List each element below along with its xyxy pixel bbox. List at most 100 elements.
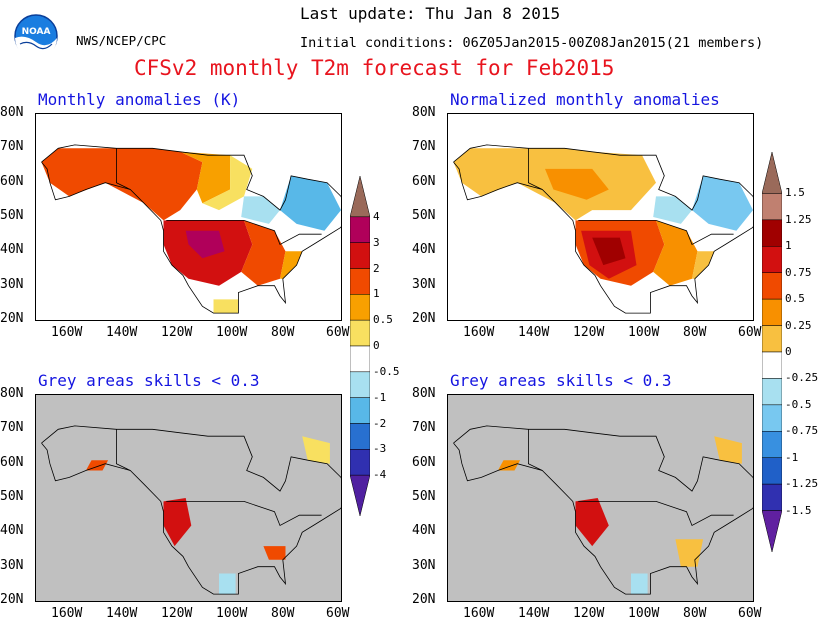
anomaly-region <box>85 460 109 471</box>
colorbar-swatch <box>762 431 782 458</box>
colorbar-swatch <box>350 449 370 476</box>
y-tick-label: 60N <box>412 454 436 470</box>
colorbar-svg <box>350 176 370 516</box>
colorbar-swatch <box>350 397 370 424</box>
colorbar-swatch <box>762 457 782 485</box>
y-tick-label: 80N <box>412 105 436 120</box>
anomaly-region <box>675 539 704 567</box>
border-line <box>528 429 543 471</box>
map-skill-masked-1 <box>35 394 342 602</box>
colorbar-label: -4 <box>373 468 387 482</box>
y-tick-label: 20N <box>0 592 24 607</box>
y-tick-label: 30N <box>0 557 24 573</box>
colorbar-label: -1.5 <box>785 503 812 517</box>
colorbar-label: -1 <box>785 450 799 464</box>
initial-conditions: Initial conditions: 06Z05Jan2015-00Z08Ja… <box>300 35 764 51</box>
border-line <box>166 220 322 246</box>
y-tick-label: 50N <box>0 489 24 504</box>
x-tick-label: 80W <box>683 606 707 621</box>
border-line <box>578 220 734 246</box>
x-tick-label: 140W <box>518 325 550 340</box>
anomaly-region <box>241 196 280 224</box>
x-tick-label: 100W <box>216 606 248 621</box>
anomaly-region <box>692 251 715 279</box>
anomaly-region <box>180 151 231 204</box>
colorbar-label: 4 <box>373 209 380 223</box>
anomaly-region <box>692 175 753 231</box>
y-tick-label: 20N <box>412 311 436 326</box>
colorbar-label: 0.25 <box>785 318 812 332</box>
y-tick-label: 50N <box>412 208 436 223</box>
x-tick-label: 160W <box>463 606 495 621</box>
colorbar-anomalies: 4 3 2 1 0.5 0 -0.5 -1 -2 -3 -4 <box>350 176 400 516</box>
colorbar-swatch <box>350 268 370 295</box>
colorbar-swatch <box>350 345 370 373</box>
anomaly-region <box>545 168 609 200</box>
map-canvas <box>36 395 341 601</box>
anomaly-region <box>497 460 521 471</box>
colorbar-label: 0 <box>373 339 380 352</box>
panel-title-1: Monthly anomalies (K) <box>38 90 241 109</box>
x-tick-label: 160W <box>51 606 83 621</box>
anomaly-region <box>592 237 626 266</box>
y-tick-label: 40N <box>0 523 24 539</box>
border-line <box>116 148 131 190</box>
anomaly-region <box>631 573 648 595</box>
border-line <box>528 148 543 190</box>
border-line <box>578 501 734 527</box>
anomaly-region <box>185 230 225 259</box>
x-tick-label: 120W <box>573 325 605 340</box>
colorbar-label: 0.5 <box>373 313 393 327</box>
y-tick-label: 70N <box>412 420 436 436</box>
coastline <box>41 144 341 314</box>
anomaly-region <box>241 220 286 286</box>
map-monthly-anomalies <box>35 113 342 321</box>
colorbar-label: 1.25 <box>785 212 812 226</box>
panel-title-2: Normalized monthly anomalies <box>450 90 720 109</box>
x-tick-label: 160W <box>463 325 495 340</box>
x-tick-label: 160W <box>51 325 83 340</box>
colorbar-label: 2 <box>373 261 380 275</box>
colorbar-swatch <box>350 294 370 321</box>
colorbar-label: -3 <box>373 442 387 456</box>
y-tick-label: 60N <box>412 173 436 189</box>
colorbar-swatch <box>350 474 370 516</box>
coastline <box>453 425 753 595</box>
x-tick-label: 80W <box>683 325 707 340</box>
colorbar-swatch <box>350 371 370 398</box>
colorbar-swatch <box>350 216 370 243</box>
x-tick-label: 120W <box>161 606 193 621</box>
x-tick-label: 100W <box>628 325 660 340</box>
colorbar-swatch <box>762 298 782 326</box>
y-tick-label: 60N <box>0 454 24 470</box>
anomaly-region <box>653 220 698 286</box>
y-tick-label: 20N <box>412 592 436 607</box>
colorbar-label: 0.75 <box>785 265 812 279</box>
x-tick-label: 80W <box>271 325 295 340</box>
colorbar-label: 3 <box>373 235 380 249</box>
colorbar-label: 1 <box>785 239 792 253</box>
x-tick-label: 100W <box>628 606 660 621</box>
last-update: Last update: Thu Jan 8 2015 <box>300 4 561 23</box>
y-tick-label: 50N <box>412 489 436 504</box>
coastline <box>41 425 341 595</box>
colorbar-swatch <box>350 176 370 218</box>
colorbar-label: -2 <box>373 416 387 430</box>
colorbar-swatch <box>762 193 782 221</box>
y-tick-label: 20N <box>0 311 24 326</box>
x-tick-label: 80W <box>271 606 295 621</box>
y-tick-label: 70N <box>412 139 436 155</box>
anomaly-region <box>263 546 286 560</box>
coastline <box>453 144 753 314</box>
x-tick-label: 60W <box>326 606 350 621</box>
map-skill-masked-2 <box>447 394 754 602</box>
map-canvas <box>448 114 753 320</box>
y-tick-label: 40N <box>412 523 436 539</box>
colorbar-label: -1.25 <box>785 477 819 491</box>
x-tick-label: 100W <box>216 325 248 340</box>
anomaly-region <box>213 299 239 314</box>
x-tick-label: 120W <box>161 325 193 340</box>
colorbar-swatch <box>762 510 782 552</box>
anomaly-region <box>575 498 609 547</box>
colorbar-normalized: 1.5 1.25 1 0.75 0.5 0.25 0 -0.25 -0.5 -0.75 -1 -1.2… <box>762 152 822 562</box>
